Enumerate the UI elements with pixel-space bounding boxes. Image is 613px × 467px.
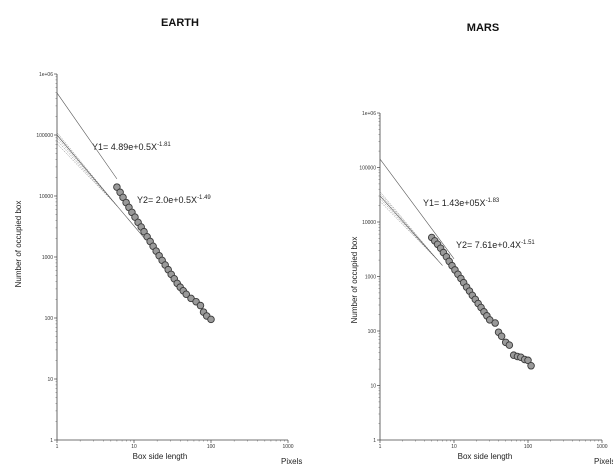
earth-y-tick-label: 1 <box>50 438 53 444</box>
mars-y-tick-label: 100000 <box>359 166 376 172</box>
mars-fit-y1-label: Y1= 1.43e+05X-1.83 <box>423 198 500 208</box>
mars-data-point <box>485 316 494 324</box>
mars-data-point <box>527 362 535 370</box>
mars-y-tick-label: 1 <box>373 438 376 444</box>
earth-data-point <box>187 294 195 303</box>
mars-fit-y2-label: Y2= 7.61e+0.4X-1.51 <box>456 240 535 250</box>
earth-fit-y1-label: Y1= 4.89e+0.5X-1.81 <box>92 142 171 152</box>
earth-x-axis-label: Box side length <box>133 452 188 461</box>
earth-y-tick-label: 10000 <box>39 194 53 200</box>
earth-y-tick-label: 10 <box>47 377 53 383</box>
mars-y-tick-label: 1e+06 <box>362 111 376 117</box>
earth-title: EARTH <box>161 17 199 29</box>
mars-y-tick-label: 100 <box>368 329 377 335</box>
earth-data-point <box>207 315 215 324</box>
earth-x-unit-label: Pixels <box>281 457 302 466</box>
earth-confidence-line <box>56 143 118 206</box>
mars-x-tick-label: 100 <box>524 444 533 450</box>
earth-panel: EARTH Number of occupied box Box side le… <box>14 17 302 466</box>
earth-data-point <box>182 290 190 299</box>
mars-title: MARS <box>467 22 499 34</box>
earth-y-tick-label: 1e+06 <box>39 72 53 78</box>
earth-data-point <box>196 301 205 310</box>
mars-y-tick-label: 1000 <box>365 275 376 281</box>
earth-y-tick-label: 1000 <box>42 255 53 261</box>
mars-data-point <box>497 332 506 341</box>
mars-fit-line-y1 <box>379 158 455 259</box>
earth-x-tick-label: 100 <box>207 444 216 450</box>
mars-x-tick-label: 10 <box>451 444 457 450</box>
earth-fit-line-y2 <box>56 134 146 240</box>
mars-confidence-line <box>379 201 438 261</box>
mars-y-axis-label: Number of occupied box <box>350 237 359 324</box>
mars-x-axis-label: Box side length <box>458 452 513 461</box>
mars-x-tick-label: 1000 <box>596 444 607 450</box>
mars-data-point <box>524 356 532 365</box>
earth-y-tick-label: 100000 <box>36 133 53 139</box>
earth-y-tick-label: 100 <box>45 316 54 322</box>
mars-panel: MARS Number of occupied box Box side len… <box>350 22 613 466</box>
earth-x-tick-label: 1 <box>56 444 59 450</box>
mars-y-tick-label: 10 <box>370 384 376 390</box>
mars-y-tick-label: 10000 <box>362 220 376 226</box>
mars-x-unit-label: Pixels <box>594 457 613 466</box>
mars-data-point <box>491 319 499 327</box>
earth-x-tick-label: 1000 <box>282 444 293 450</box>
mars-fit-line-y2 <box>379 195 443 266</box>
earth-y-axis-label: Number of occupied box <box>14 201 23 288</box>
earth-fit-line-y1 <box>56 92 118 180</box>
earth-x-tick-label: 10 <box>131 444 137 450</box>
mars-data-point <box>505 341 514 349</box>
mars-x-tick-label: 1 <box>379 444 382 450</box>
earth-confidence-line <box>56 140 118 206</box>
earth-fit-y2-label: Y2= 2.0e+0.5X-1.49 <box>137 195 211 205</box>
